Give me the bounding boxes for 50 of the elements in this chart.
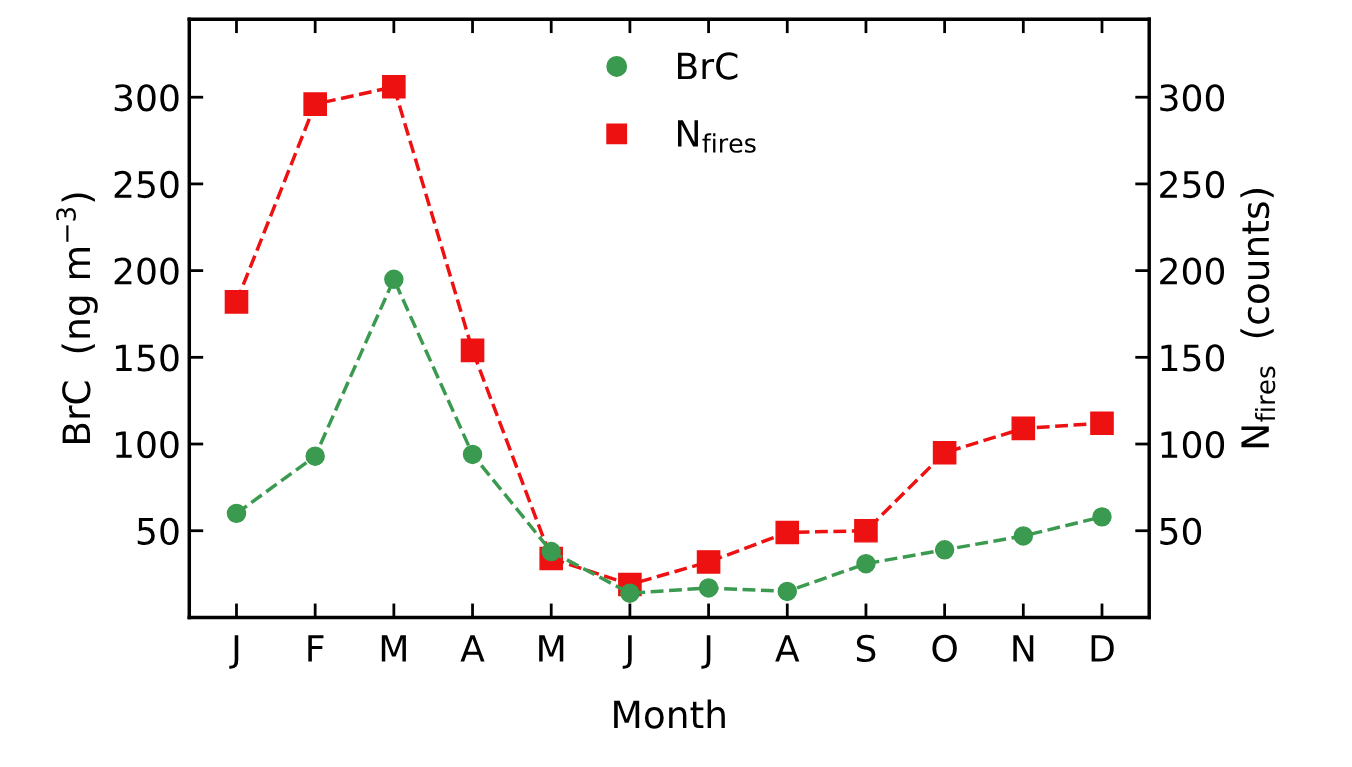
x-tick-label: D	[1091, 635, 1114, 662]
y-tick-label: 300	[114, 84, 179, 112]
y2-tick-label: 300	[1160, 84, 1225, 112]
point	[1011, 416, 1036, 441]
x-tick-label: F	[308, 635, 324, 662]
point	[1092, 507, 1112, 527]
x-tick-label: A	[775, 635, 800, 662]
y2-tick-label: 200	[1160, 257, 1225, 285]
x-tick-label: M	[381, 635, 406, 662]
legend-label: BrC	[678, 52, 738, 80]
x-tick-label: J	[622, 635, 632, 669]
x-tick-label: S	[856, 634, 876, 663]
y-tick-label: 250	[114, 170, 179, 199]
y2-tick-label: 100	[1161, 430, 1225, 459]
legend-label: N$_{fires}$	[678, 120, 756, 153]
point	[462, 444, 483, 465]
y2-tick-label: 250	[1160, 170, 1225, 199]
y-tick-label: 200	[114, 257, 179, 285]
point	[854, 518, 878, 543]
point	[934, 540, 955, 560]
y-tick-label: 100	[115, 430, 179, 459]
y-tick-label: 50	[137, 517, 179, 545]
x-axis-title: Month	[614, 699, 725, 729]
x-tick-label: J	[701, 635, 711, 669]
point	[303, 92, 327, 116]
point	[777, 581, 797, 602]
point	[226, 503, 247, 524]
point	[696, 550, 721, 574]
point	[382, 74, 406, 99]
x-tick-label: M	[539, 635, 564, 662]
x-tick-label: N	[1013, 635, 1034, 662]
point	[224, 290, 249, 314]
point	[541, 541, 561, 562]
x-tick-label: A	[460, 635, 485, 662]
point	[1090, 411, 1114, 436]
point	[775, 520, 800, 545]
point	[698, 578, 719, 598]
y-axis-title: BrC (ng m$^{−3}$)	[56, 193, 98, 444]
y2-tick-label: 150	[1161, 344, 1225, 372]
point	[460, 338, 485, 363]
y-tick-label: 150	[115, 344, 179, 372]
y2-tick-label: 50	[1160, 517, 1202, 545]
x-tick-label: O	[932, 634, 957, 663]
point	[932, 440, 957, 465]
y2-axis-title: N$_{fires}$ (counts)	[1240, 189, 1276, 448]
point	[305, 446, 325, 466]
point	[1013, 526, 1034, 546]
point	[384, 269, 404, 290]
point	[856, 553, 876, 574]
x-tick-label: J	[229, 635, 239, 669]
